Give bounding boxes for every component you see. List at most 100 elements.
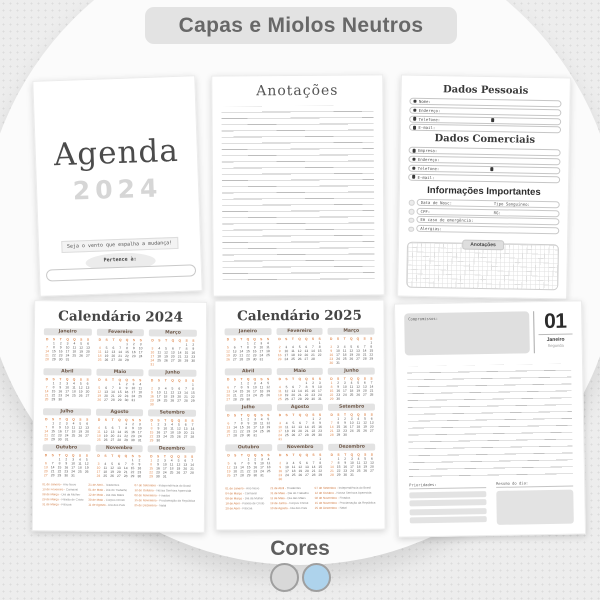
field-label: Empresa: — [417, 148, 438, 154]
day-number: 28 — [190, 434, 195, 439]
holiday-item: 10 de Agosto - Dia dos Pais — [270, 506, 308, 510]
day-number: 30 — [137, 473, 142, 478]
month-days-grid: D S T Q Q S S 1 2 3 4 5 6 7 8 9 10 11 12 13 14 15 16 17 18 19 20 21… — [95, 417, 143, 441]
mini-month-fevereiro: Fevereiro D S T Q Q S S 1 2 3 4 5 6 7 8 9 10 11 12 13 14 15 16 1… — [276, 327, 323, 365]
header-banner: Capas e Miolos Neutros — [145, 7, 457, 44]
month-days-grid: D S T Q Q S S 1 2 3 4 5 6 7 8 9 10 11 12 13 14 15 16 17 18 19 20 21… — [149, 338, 197, 366]
holiday-item: 21 de Abril - Tiradentes — [88, 483, 120, 487]
field-label: Telefone: — [417, 165, 440, 172]
holidays-column: 01 de Janeiro - Ano Novo 13 de Fevereiro … — [42, 483, 84, 507]
day-number: 27 — [369, 428, 374, 433]
day-number: 29 — [125, 357, 129, 362]
day-number: 26 — [284, 396, 289, 401]
mini-month-outubro: Outubro D S T Q Q S S 1 2 3 4 5 6 7 8 9 10 11 12 13 14 15 16 17 1… — [42, 444, 91, 477]
day-number: 31 — [350, 472, 354, 477]
location-pin-icon — [413, 108, 417, 112]
month-header: Outubro — [225, 444, 272, 452]
email-icon — [412, 175, 416, 179]
day-number: 31 — [278, 436, 282, 441]
belongs-label: Pertence à: — [103, 256, 137, 264]
summary-section: Resumo do dia: — [496, 479, 574, 525]
day-number: 29 — [336, 432, 341, 437]
month-header: Abril — [43, 368, 92, 376]
page-contacts: Dados Pessoais Nome: Endereço: Telefone:… — [397, 74, 571, 300]
priority-slot — [409, 516, 487, 524]
priority-slot — [409, 490, 487, 499]
day-number: 25 — [356, 468, 361, 473]
holidays-list: 01 de Janeiro - Ano Novo 13 de Fevereiro … — [33, 477, 204, 508]
month-header: Julho — [43, 408, 91, 416]
field-label: Em caso de emergência: — [420, 217, 474, 224]
color-swatch-blue — [301, 563, 331, 592]
month-days-grid: D S T Q Q S S 1 2 3 4 5 6 7 8 9 10 11 12 13 14 15 16 17 18 19 20 21… — [225, 453, 272, 477]
holiday-item: 30 de Maio - Corpus Christi — [88, 498, 125, 502]
day-number: 29 — [369, 356, 374, 361]
day-number: 26 — [266, 392, 271, 397]
holiday-item: 25 de Dezembro - Natal — [134, 503, 167, 507]
month-header: Dezembro — [147, 445, 196, 453]
day-number: 27 — [291, 396, 296, 401]
day-number: 28 — [304, 432, 309, 437]
months-grid: Janeiro D S T Q Q S S 1 2 3 4 5 6 7 8 9 10 11 12 13 14 15 16 17 1… — [33, 328, 206, 478]
field-label: Data de Nasc: — [420, 199, 453, 206]
day-number: 27 — [370, 468, 374, 473]
day-number: 25 — [266, 352, 270, 357]
month-header: Novembro — [95, 444, 144, 453]
date-block: 01 Janeiro Segunda — [538, 310, 573, 354]
day-number: 30 — [318, 432, 322, 437]
calendar-2025-title: Calendário 2025 — [237, 307, 362, 325]
mini-month-dezembro: Dezembro D S T Q Q S S 1 2 3 4 5 6 7 8 9 10 11 12 13 14 15 16 17… — [147, 445, 196, 478]
mini-month-julho: Julho D S T Q Q S S 1 2 3 4 5 6 7 8 9 10 11 12 13 14 15 16 17 18 1… — [224, 404, 272, 441]
month-header: Julho — [224, 404, 272, 412]
field-row-phone: Telefone: — [409, 115, 562, 125]
priorities-section: Prioridades: — [409, 481, 487, 526]
field-label: Endereço: — [417, 157, 440, 163]
day-number: 28 — [190, 470, 194, 475]
owner-name-field — [45, 264, 196, 282]
day-number: 29 — [311, 432, 316, 437]
day-number: 30 — [58, 396, 63, 401]
bullet-circle-icon — [408, 199, 415, 206]
holiday-item: 13 de Fevereiro - Carnaval — [42, 487, 78, 492]
appointments-box: Compromissos: — [404, 311, 530, 356]
month-days-grid: D S T Q Q S S 1 2 3 4 5 6 7 8 9 10 11 12 13 14 15 16 17 18 19 20 21… — [42, 453, 90, 477]
holidays-column: 07 de Setembro - Independência do Brasil… — [315, 486, 376, 510]
day-number: 30 — [336, 396, 341, 401]
page-calendar-2024: Calendário 2024 Janeiro D S T Q Q S S 1 2 3 4 5 6 7 8 9 1… — [31, 300, 208, 533]
field-label: Tipo Sanguíneo: — [493, 200, 531, 207]
holiday-item: 04 de Março - Carnaval — [225, 491, 257, 495]
month-days-grid: D S T Q Q S S 1 2 3 4 5 6 7 8 9 10 11 12 13 14 15 16 17 18 19 20 21… — [328, 376, 375, 400]
day-number: 26 — [291, 432, 296, 437]
month-header: Fevereiro — [276, 327, 323, 336]
mini-month-novembro: Novembro D S T Q Q S S 1 2 3 4 5 6 7 8 9 10 11 12 13 14 15 16 17… — [276, 443, 324, 481]
month-days-grid: D S T Q Q S S 1 2 3 4 5 6 7 8 9 10 11 12 13 14 15 16 17 18 19 20 21… — [43, 417, 91, 441]
holidays-column: 01 de Janeiro - Ano Novo 04 de Março - Ca… — [225, 487, 266, 511]
important-row-allergies: Alergias: — [408, 224, 560, 235]
ruled-lines — [221, 105, 375, 284]
cover-year: 2024 — [72, 173, 163, 206]
holiday-item: 01 de Maio - Dia do Trabalho — [270, 491, 309, 495]
month-header: Abril — [224, 368, 272, 376]
calendar-2024-title: Calendário 2024 — [58, 308, 183, 326]
field-label: E-mail: — [417, 174, 435, 180]
day-number: 24 — [138, 353, 143, 358]
month-header: Novembro — [276, 443, 324, 452]
holiday-item: 11 de Agosto - Dia dos Pais — [88, 503, 126, 507]
day-number: 31 — [131, 397, 136, 402]
holiday-item: 01 de Janeiro - Ano Novo — [225, 486, 260, 490]
month-days-grid: D S T Q Q S S 1 2 3 4 5 6 7 8 9 10 11 12 13 14 15 16 17 18 19 20 21… — [148, 418, 196, 442]
day-number: 26 — [266, 428, 271, 433]
month-header: Agosto — [95, 408, 144, 417]
mobile-icon — [491, 118, 494, 123]
field-label: Telefone: — [418, 116, 441, 122]
important-row-birthdate: Data de Nasc: Tipo Sanguíneo: — [408, 198, 560, 209]
field-row-email: E-mail: — [408, 173, 561, 184]
mini-month-outubro: Outubro D S T Q Q S S 1 2 3 4 5 6 7 8 9 10 11 12 13 14 15 16 17 1… — [225, 444, 272, 481]
day-number: 31 — [260, 472, 264, 477]
field-label: CPF: — [420, 208, 431, 214]
page-cover: Agenda 2024 Seja o vento que espalha a m… — [32, 75, 203, 297]
month-header: Março — [327, 327, 375, 335]
header-divider — [533, 311, 535, 354]
field-label: RG: — [493, 209, 501, 215]
field-row-address: Endereço: — [409, 106, 562, 117]
